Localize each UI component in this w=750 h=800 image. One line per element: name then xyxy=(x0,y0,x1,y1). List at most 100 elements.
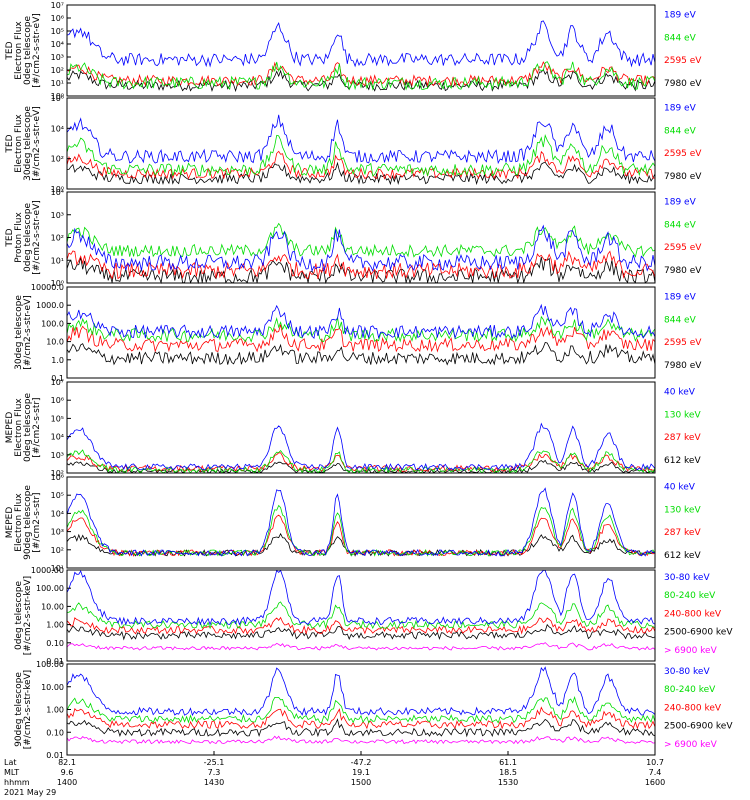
y-tick-label: 0.01 xyxy=(46,751,64,760)
legend-entry: 189 eV xyxy=(664,293,697,303)
y-axis-label-line: 30deg telescope xyxy=(14,295,24,370)
legend-entry: 844 eV xyxy=(664,33,697,43)
series-line-5-4 xyxy=(66,422,656,471)
y-axis-label-line: 0deg telescope xyxy=(23,16,33,86)
series-line-7-5 xyxy=(66,569,656,626)
y-axis-label-line: [#/cm2-s-str] xyxy=(32,492,42,552)
panel-1: 10⁰ 10¹ 10² 10³ 10⁴ 10⁵ 10⁶ 10⁷ TED Electron Flux… xyxy=(5,1,702,101)
y-tick-label: 10⁴ xyxy=(51,188,64,197)
y-tick-label: 10² xyxy=(51,546,64,555)
x-tick-label: 1530 xyxy=(498,778,518,787)
y-axis-label-line: [#/cm2-s-str-eV] xyxy=(23,295,33,370)
y-tick-label: 0.10 xyxy=(46,728,64,737)
legend-entry: 612 keV xyxy=(664,456,701,466)
series-line-3-1 xyxy=(66,256,656,285)
series-line-1-4 xyxy=(66,20,656,68)
y-tick-label: 10⁶ xyxy=(51,473,64,482)
legend-entry: 844 eV xyxy=(664,220,697,230)
legend-entry: 2595 eV xyxy=(664,149,702,159)
x-tick-label: 19.1 xyxy=(352,768,370,777)
y-axis-label-line: 0deg telescope xyxy=(23,203,33,273)
y-axis-label-line: [#/cm2-s-str-eV] xyxy=(32,13,42,88)
y-tick-label: 10³ xyxy=(51,53,64,62)
y-tick-label: 1.00 xyxy=(46,621,64,630)
y-tick-label: 10⁷ xyxy=(51,378,64,387)
y-tick-label: 10¹ xyxy=(51,79,64,88)
legend-entry: 7980 eV xyxy=(664,79,702,89)
y-axis-label-line: Electron Flux xyxy=(14,21,24,80)
series-line-3-4 xyxy=(66,224,656,273)
y-tick-label: 10⁶ xyxy=(51,14,64,23)
legend-entry: 240-800 keV xyxy=(664,703,722,713)
series-line-6-1 xyxy=(66,532,656,557)
y-tick-label: 10⁰ xyxy=(51,92,64,101)
series-line-7-2 xyxy=(66,623,656,641)
legend-entry: 2595 eV xyxy=(664,338,702,348)
y-axis-label-line: TED xyxy=(5,134,15,153)
series-line-8-4 xyxy=(66,695,656,724)
legend-entry: 2595 eV xyxy=(664,56,702,66)
series-line-6-4 xyxy=(66,487,656,557)
y-axis-label-line: Proton Flux xyxy=(14,212,24,263)
y-tick-label: 10.00 xyxy=(41,602,64,611)
y-tick-label: 100.0 xyxy=(41,319,64,328)
x-tick-label: 1500 xyxy=(351,778,371,787)
series-line-3-3 xyxy=(66,222,656,258)
legend-entry: 7980 eV xyxy=(664,172,702,182)
date-label: 2021 May 29 xyxy=(4,788,56,797)
y-tick-label: 10⁴ xyxy=(51,509,64,518)
legend-entry: 40 keV xyxy=(664,388,696,398)
x-tick-label: 1430 xyxy=(204,778,224,787)
x-row-label: MLT xyxy=(4,768,19,777)
panel-frame xyxy=(66,97,656,190)
panel-frame xyxy=(66,381,656,474)
y-axis-label-line: 30deg telescope xyxy=(23,106,33,181)
legend-entry: 844 eV xyxy=(664,126,697,136)
legend-entry: 130 keV xyxy=(664,505,701,515)
legend-entry: 189 eV xyxy=(664,104,697,114)
y-axis-label-line: [#/cm2-s-str-keV] xyxy=(23,576,33,655)
x-tick-label: 18.5 xyxy=(499,768,517,777)
y-tick-label: 10² xyxy=(51,234,64,243)
legend-entry: 612 keV xyxy=(664,551,701,561)
y-tick-label: 10⁴ xyxy=(51,40,64,49)
legend-entry: 287 keV xyxy=(664,528,701,538)
y-axis-label-line: [#/cm2-s-str-eV] xyxy=(32,200,42,275)
series-line-8-2 xyxy=(66,718,656,738)
y-tick-label: 100.00 xyxy=(36,584,64,593)
y-tick-label: 0.01 xyxy=(46,657,64,666)
y-tick-label: 1000.0 xyxy=(36,301,64,310)
legend-entry: 80-240 keV xyxy=(664,685,716,695)
y-tick-label: 10⁶ xyxy=(51,396,64,405)
series-line-8-3 xyxy=(66,706,656,730)
panel-frame xyxy=(66,286,656,379)
series-line-2-2 xyxy=(66,150,656,180)
y-axis-label-line: Electron Flux xyxy=(14,398,24,457)
x-row-label: hhmm xyxy=(4,778,30,787)
y-tick-label: 0.1 xyxy=(51,374,64,383)
legend-entry: 189 eV xyxy=(664,11,697,21)
y-tick-label: 10³ xyxy=(51,528,64,537)
legend-entry: 287 keV xyxy=(664,433,701,443)
x-tick-label: 1400 xyxy=(57,778,77,787)
x-tick-label: 82.1 xyxy=(58,758,76,767)
series-line-5-2 xyxy=(66,452,656,473)
y-tick-label: 10² xyxy=(51,66,64,75)
y-tick-label: 10⁰ xyxy=(51,185,64,194)
panel-7: 0.01 0.10 1.00 10.00 100.00 1000.00 0deg teles… xyxy=(14,566,733,666)
y-tick-label: 10⁴ xyxy=(51,124,64,133)
series-line-2-4 xyxy=(66,114,656,165)
y-axis-label-line: 90deg telescope xyxy=(23,485,33,560)
legend-entry: 40 keV xyxy=(664,483,696,493)
series-line-2-3 xyxy=(66,134,656,177)
legend-entry: 30-80 keV xyxy=(664,573,710,583)
series-line-4-4 xyxy=(66,303,656,340)
y-axis-label-line: [#/cm2-s-str-keV] xyxy=(23,670,33,749)
panel-frame xyxy=(66,4,656,97)
y-axis-label-line: 90deg telescope xyxy=(14,672,24,747)
series-line-3-2 xyxy=(66,250,656,280)
y-tick-label: 1000.00 xyxy=(31,566,64,575)
y-axis-label-line: Electron Flux xyxy=(14,114,24,173)
y-tick-label: 10⁰ xyxy=(51,279,64,288)
